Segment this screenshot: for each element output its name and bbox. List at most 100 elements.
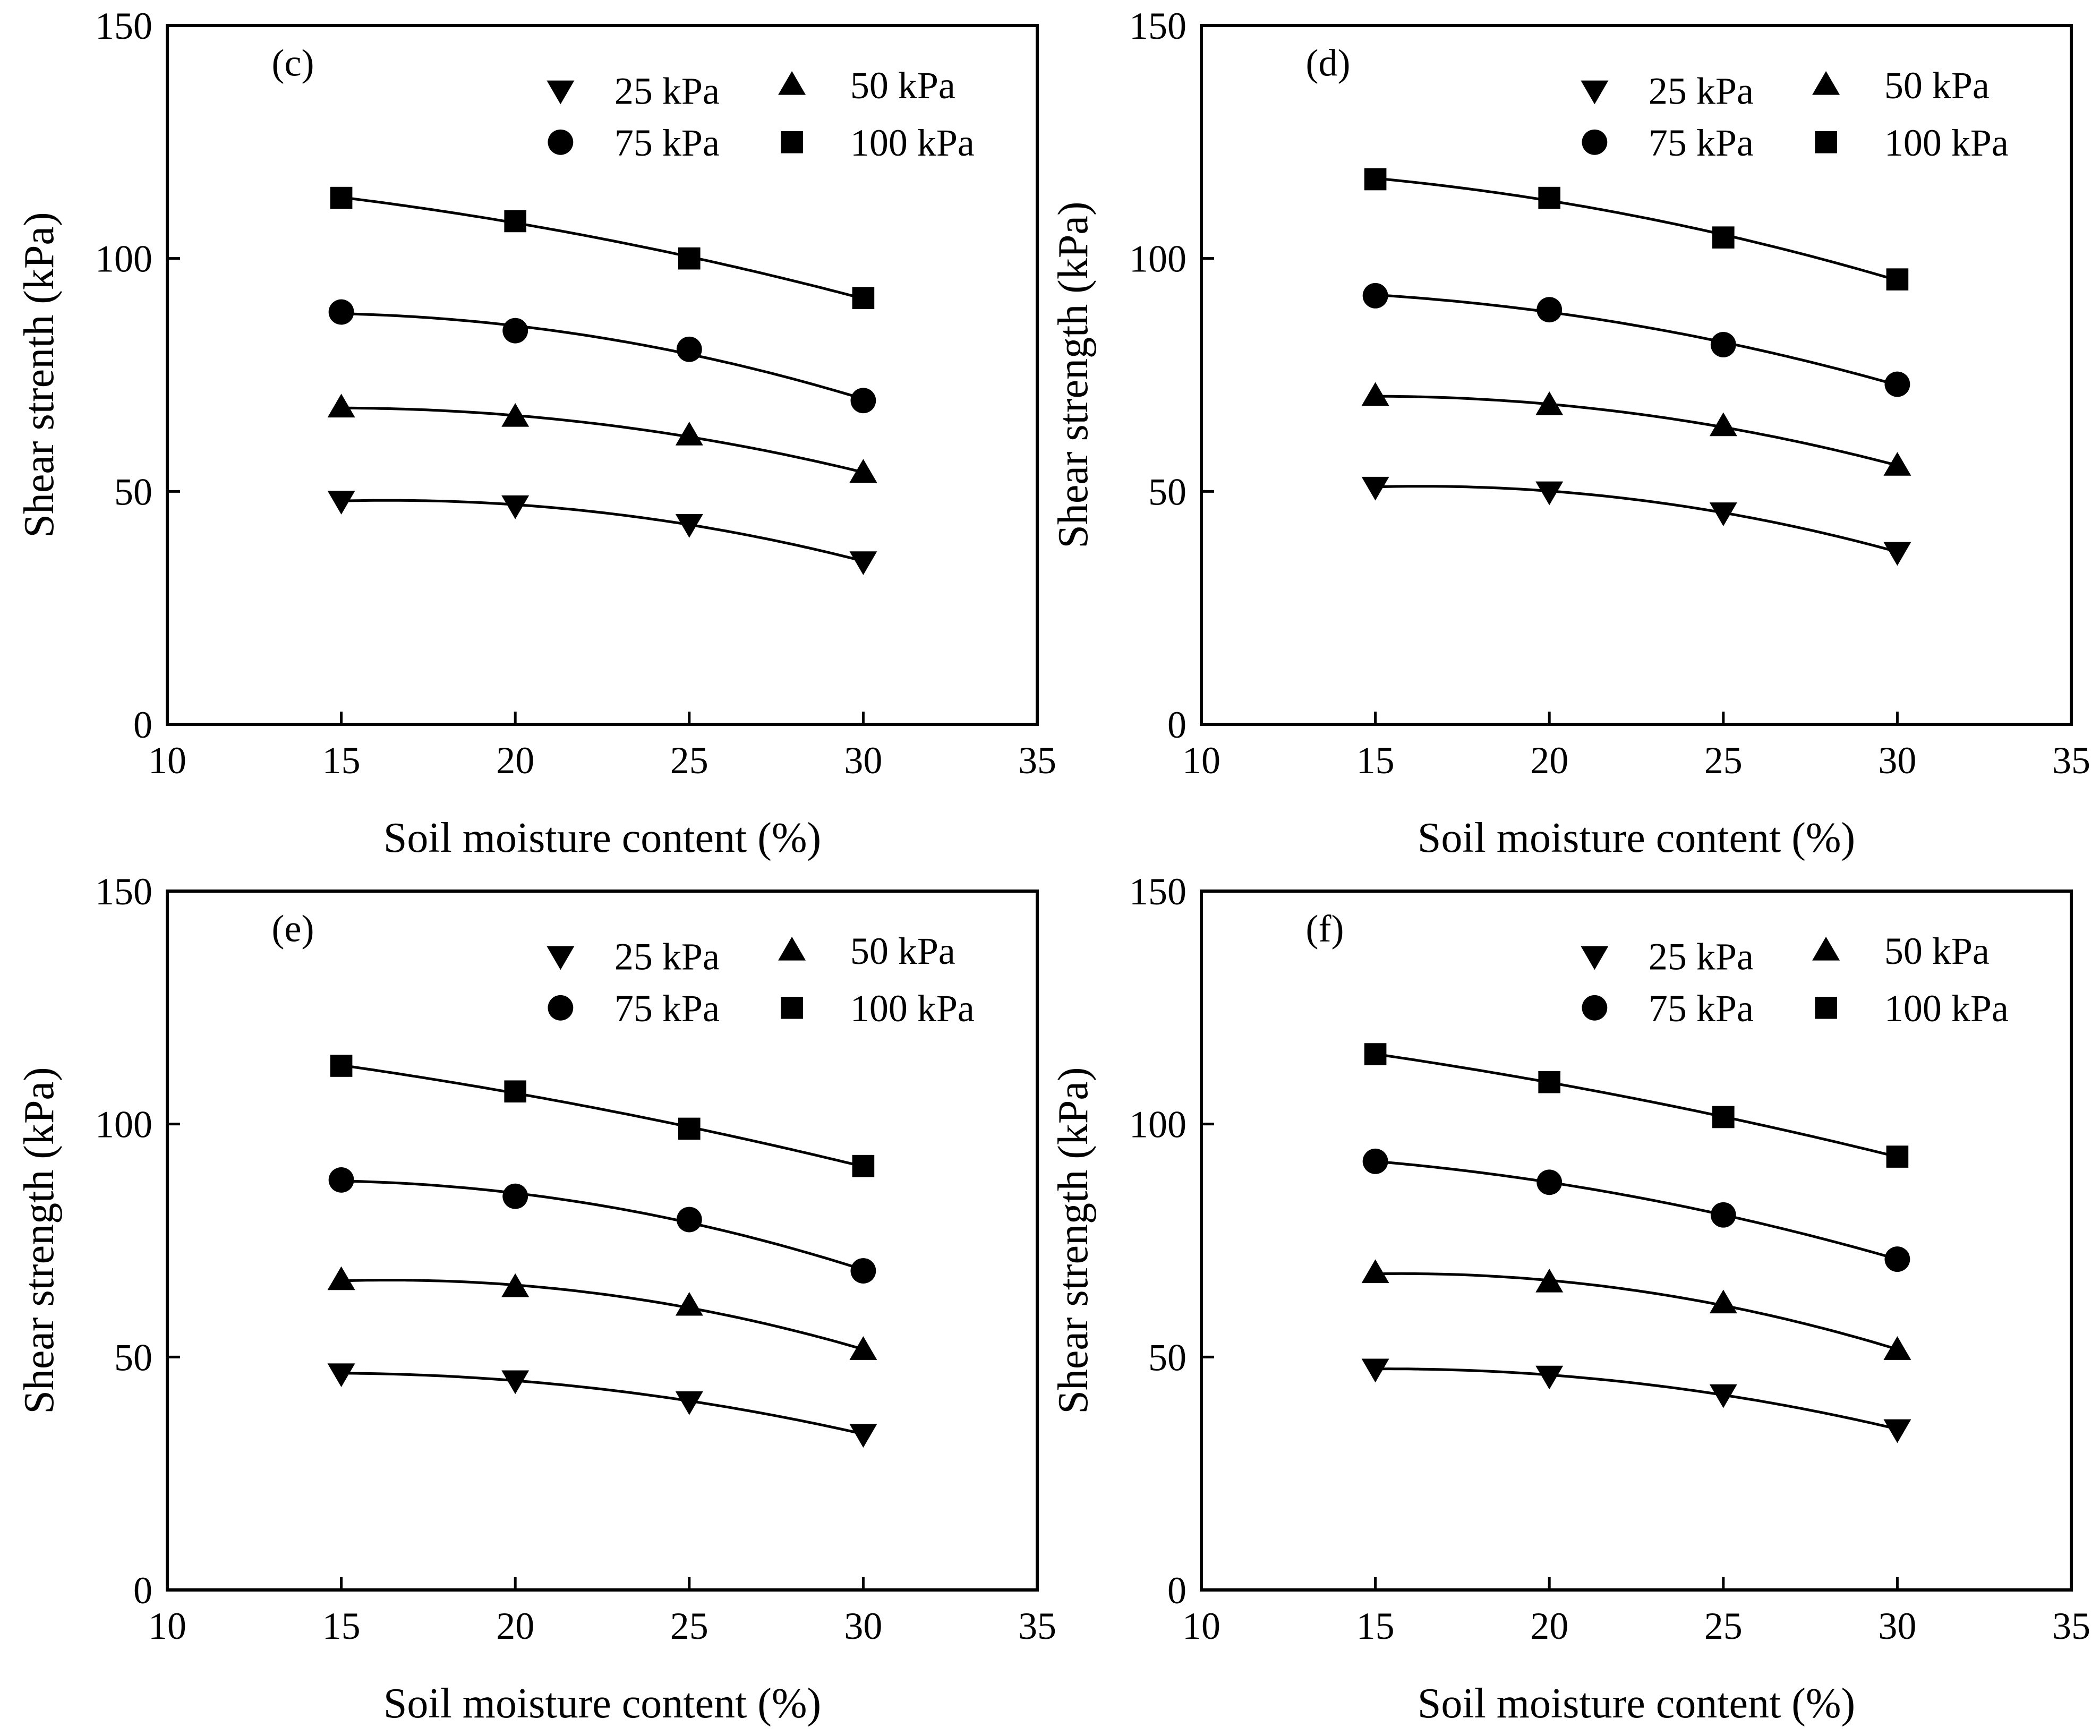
plot-frame	[1200, 24, 2073, 726]
legend-marker	[1812, 71, 1840, 95]
fit-curve	[341, 1372, 864, 1435]
data-point	[1538, 186, 1560, 209]
legend-marker	[778, 936, 806, 961]
data-point	[1361, 1259, 1389, 1284]
y-tick-label: 0	[133, 704, 152, 746]
data-point	[1712, 1106, 1735, 1128]
legend-marker	[1582, 129, 1608, 155]
data-point	[1362, 1148, 1388, 1174]
x-tick-label: 15	[1356, 1605, 1395, 1647]
data-point	[678, 1117, 701, 1140]
x-tick-label: 20	[1530, 1605, 1568, 1647]
data-point	[330, 186, 353, 209]
x-tick-label: 10	[148, 739, 186, 782]
x-tick-label: 35	[1018, 739, 1056, 782]
legend-marker	[1812, 936, 1840, 961]
data-point	[328, 1167, 354, 1193]
legend-marker	[547, 946, 575, 970]
legend-label: 25 kPa	[1649, 935, 1754, 978]
data-point	[850, 1258, 876, 1284]
data-point	[501, 1273, 530, 1297]
data-point	[675, 1292, 703, 1316]
x-tick-label: 35	[1018, 1605, 1056, 1647]
y-axis-label: Shear strength (kPa)	[1050, 1067, 1097, 1414]
data-point	[327, 491, 355, 515]
series-25-kpa	[1361, 476, 1911, 566]
data-point	[1536, 1169, 1563, 1195]
y-tick-label: 0	[133, 1569, 152, 1612]
legend-marker	[548, 129, 574, 155]
panel-label: (f)	[1306, 907, 1344, 950]
data-point	[1709, 502, 1737, 526]
data-point	[1709, 1384, 1737, 1408]
x-tick-label: 20	[496, 1605, 534, 1647]
panel-label: (d)	[1306, 41, 1351, 84]
y-tick-label: 50	[1148, 471, 1186, 513]
x-axis-label: Soil moisture content (%)	[1418, 815, 1855, 861]
data-point	[675, 422, 703, 446]
y-tick-label: 100	[1129, 1104, 1186, 1146]
data-point	[1536, 297, 1563, 323]
x-tick-label: 10	[1182, 1605, 1220, 1647]
fit-curve	[341, 312, 864, 400]
data-point	[1710, 1202, 1736, 1228]
series-50-kpa	[327, 394, 877, 483]
data-point	[1364, 1043, 1387, 1065]
data-point	[849, 551, 877, 575]
data-point	[676, 336, 702, 362]
plot-frame	[166, 24, 1039, 726]
legend-marker	[547, 80, 575, 105]
data-point	[1535, 481, 1564, 506]
series-100-kpa	[1364, 1043, 1909, 1168]
data-point	[504, 1080, 526, 1103]
series-25-kpa	[1361, 1358, 1911, 1443]
fit-curve	[341, 1179, 864, 1271]
legend-label: 100 kPa	[1884, 987, 2009, 1030]
data-point	[1361, 382, 1389, 406]
data-point	[1884, 1246, 1910, 1272]
chart-panel-2: 10 15 20 25 30 35 0 50 100 150 Soil moisture conte…	[1050, 5, 2090, 861]
series-75-kpa	[1362, 283, 1910, 397]
data-point	[1364, 168, 1387, 191]
data-point	[327, 1363, 355, 1388]
data-point	[675, 1391, 703, 1415]
chart-panel-1: 10 15 20 25 30 35 0 50 100 150 Soil moisture conte…	[16, 5, 1056, 861]
legend-marker	[778, 71, 806, 95]
data-point	[1535, 1365, 1564, 1390]
legend-marker	[1581, 80, 1609, 105]
x-tick-label: 35	[2052, 1605, 2090, 1647]
data-point	[1535, 391, 1564, 415]
series-75-kpa	[328, 1167, 876, 1284]
y-axis-label: Shear strenth (kPa)	[16, 212, 63, 537]
legend-label: 50 kPa	[1884, 64, 1990, 107]
series-25-kpa	[327, 491, 877, 575]
x-tick-label: 20	[1530, 739, 1568, 782]
y-tick-label: 150	[95, 5, 152, 47]
legend-label: 100 kPa	[850, 122, 975, 164]
legend-label: 75 kPa	[1649, 122, 1754, 164]
data-point	[1886, 268, 1909, 290]
plot-frame	[1200, 890, 2073, 1592]
y-axis-label: Shear strength (kPa)	[16, 1067, 63, 1414]
chart-panel-4: 10 15 20 25 30 35 0 50 100 150 Soil moisture conte…	[1050, 870, 2090, 1727]
fit-curve	[341, 196, 864, 300]
y-tick-label: 50	[1148, 1336, 1186, 1379]
data-point	[327, 1266, 355, 1290]
legend-label: 25 kPa	[1649, 70, 1754, 112]
series-75-kpa	[1362, 1148, 1910, 1272]
data-point	[330, 1055, 353, 1077]
legend-marker	[548, 995, 574, 1021]
data-point	[501, 495, 530, 519]
y-tick-label: 150	[1129, 5, 1186, 47]
fit-curve	[1375, 485, 1898, 553]
data-point	[1361, 1358, 1389, 1383]
x-axis-label: Soil moisture content (%)	[1418, 1680, 1855, 1727]
data-point	[676, 1207, 702, 1233]
legend-label: 50 kPa	[850, 930, 955, 972]
legend-label: 50 kPa	[850, 64, 955, 107]
data-point	[501, 403, 530, 427]
series-50-kpa	[1361, 1259, 1911, 1360]
legend-marker	[1815, 996, 1837, 1019]
data-point	[502, 1183, 528, 1209]
